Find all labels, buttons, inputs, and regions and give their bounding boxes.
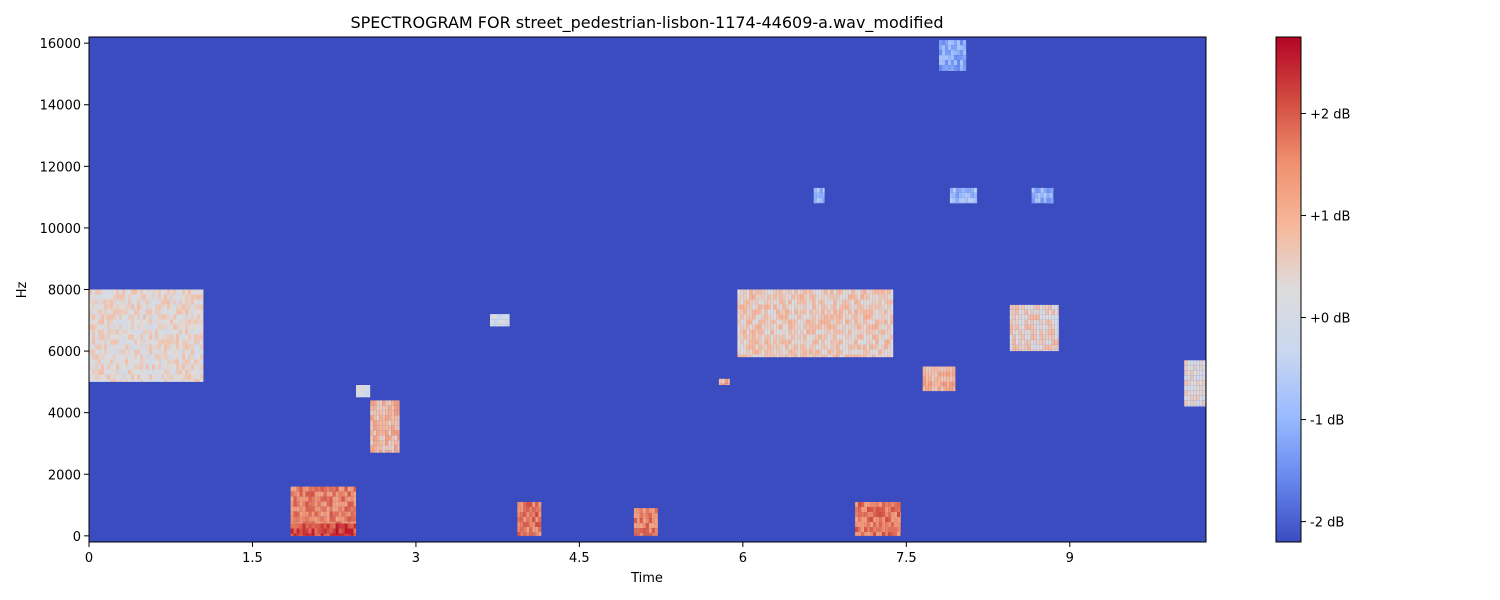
y-tick-label: 4000 xyxy=(48,407,81,422)
x-tick-label: 1.5 xyxy=(242,551,263,566)
x-axis-label: Time xyxy=(630,571,663,586)
colorbar-tick-label: -2 dB xyxy=(1310,516,1344,531)
spectrogram-region xyxy=(89,289,204,382)
spectrogram-region xyxy=(1184,360,1206,407)
colorbar-tick-label: +1 dB xyxy=(1310,210,1350,225)
x-axis: 0 1.5 3 4.5 6 7.5 9 xyxy=(85,542,1074,566)
colorbar-tick-label: +2 dB xyxy=(1310,108,1350,123)
plot-background xyxy=(89,37,1206,542)
spectrogram-region xyxy=(633,508,658,536)
spectrogram-region xyxy=(922,366,956,392)
spectrogram-region xyxy=(356,385,371,398)
y-tick-label: 10000 xyxy=(40,222,81,237)
x-tick-label: 9 xyxy=(1066,551,1074,566)
spectrogram-region xyxy=(939,40,967,71)
x-tick-label: 3 xyxy=(412,551,420,566)
y-tick-label: 8000 xyxy=(48,284,81,299)
spectrogram-region xyxy=(855,502,901,536)
y-tick-label: 6000 xyxy=(48,345,81,360)
colorbar-tick-label: -1 dB xyxy=(1310,414,1344,429)
colorbar-gradient xyxy=(1276,37,1301,542)
spectrogram-region xyxy=(370,400,400,453)
y-axis: 0 2000 4000 6000 8000 10000 12000 14000 16000 xyxy=(40,37,89,545)
y-tick-label: 0 xyxy=(73,530,81,545)
spectrogram-region xyxy=(718,378,730,385)
y-tick-label: 12000 xyxy=(40,160,81,175)
spectrogram-region xyxy=(1031,187,1054,204)
spectrogram-region xyxy=(737,289,894,358)
x-tick-label: 6 xyxy=(739,551,747,566)
y-tick-label: 16000 xyxy=(40,37,81,52)
colorbar-frame xyxy=(1275,36,1302,543)
y-axis-label: Hz xyxy=(15,282,30,299)
x-tick-label: 7.5 xyxy=(896,551,917,566)
colorbar-tick-label: +0 dB xyxy=(1310,312,1350,327)
chart-title: SPECTROGRAM FOR street_pedestrian-lisbon… xyxy=(351,13,944,33)
spectrogram-region xyxy=(949,187,978,204)
spectrogram-region xyxy=(813,187,825,204)
y-tick-label: 14000 xyxy=(40,99,81,114)
x-tick-label: 0 xyxy=(85,551,93,566)
spectrogram-region xyxy=(1009,304,1059,352)
spectrogram-region xyxy=(490,314,510,327)
colorbar-ticks: -2 dB -1 dB +0 dB +1 dB +2 dB xyxy=(1301,108,1350,531)
spectrogram-region xyxy=(290,523,356,536)
spectrogram-region xyxy=(517,502,542,536)
y-tick-label: 2000 xyxy=(48,468,81,483)
colorbar: -2 dB -1 dB +0 dB +1 dB +2 dB xyxy=(1275,36,1350,543)
spectrogram-cells xyxy=(89,40,1206,536)
x-tick-label: 4.5 xyxy=(569,551,590,566)
